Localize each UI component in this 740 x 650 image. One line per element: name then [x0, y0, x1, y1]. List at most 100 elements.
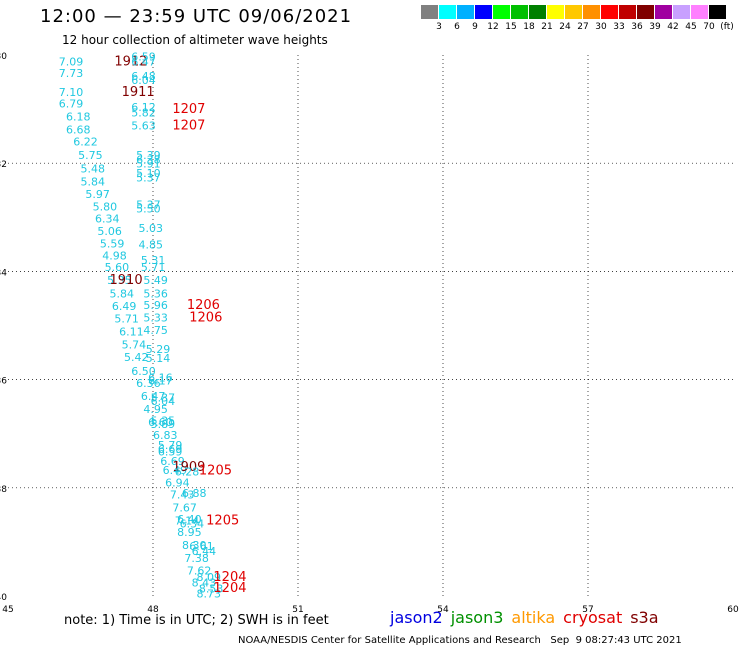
mission-cryosat: cryosat: [563, 608, 623, 627]
scale-label: 42: [667, 22, 679, 32]
wave-height-label: 6.47: [131, 55, 156, 68]
wave-height-label: 5.35: [107, 274, 132, 287]
wave-height-label: 8.30: [182, 539, 207, 552]
time-label: 1909: [172, 460, 205, 475]
scale-swatch: [583, 5, 600, 19]
wave-height-label: 8.43: [192, 576, 217, 589]
wave-height-label: 6.28: [175, 466, 200, 479]
wave-height-label: 6.16: [148, 371, 173, 384]
wave-height-label: 5.91: [136, 158, 161, 171]
wave-height-label: 7.38: [184, 552, 209, 565]
wave-height-label: 5.14: [146, 352, 171, 365]
x-tick-label: 60: [727, 605, 739, 615]
time-label: 1912: [114, 54, 147, 69]
note-text: note: 1) Time is in UTC; 2) SWH is in fe…: [64, 613, 329, 628]
scale-label: 3: [436, 22, 442, 32]
time-label: 1910: [110, 273, 143, 288]
wave-height-label: 8.09: [197, 571, 222, 584]
wave-height-label: 5.37: [136, 198, 161, 211]
time-label: 1207: [172, 102, 205, 117]
x-tick-label: 51: [292, 605, 303, 615]
wave-height-label: 4.95: [143, 403, 168, 416]
wave-height-label: 5.03: [139, 222, 164, 235]
wave-height-label: 5.63: [131, 119, 156, 132]
wave-height-label: 6.61: [189, 540, 214, 553]
scale-swatch: [601, 5, 618, 19]
wave-height-label: 5.29: [146, 343, 171, 356]
wave-height-label: 5.96: [143, 299, 168, 312]
scale-swatch: [637, 5, 654, 19]
wave-height-label: 5.37: [151, 391, 176, 404]
wave-height-label: 6.47: [141, 390, 166, 403]
scale-label: 6: [454, 22, 460, 32]
wave-height-label: 5.37: [136, 171, 161, 184]
wave-height-label: 6.68: [66, 124, 91, 137]
scale-swatch: [511, 5, 528, 19]
wave-height-label: 5.71: [141, 261, 166, 274]
wave-height-label: 5.75: [78, 149, 103, 162]
time-label: 1205: [199, 463, 232, 478]
wave-height-label: 4.98: [102, 250, 127, 263]
wave-height-label: 5.48: [81, 163, 106, 176]
scale-label: 36: [631, 22, 643, 32]
footer-credit: NOAA/NESDIS Center for Satellite Applica…: [238, 635, 682, 646]
wave-height-label: 6.17: [148, 375, 173, 388]
wave-height-label: 5.49: [143, 274, 168, 287]
wave-height-label: 6.40: [177, 513, 202, 526]
scale-swatch: [673, 5, 690, 19]
x-tick-label: 48: [147, 605, 159, 615]
x-tick-label: 57: [582, 605, 593, 615]
wave-height-label: 6.49: [163, 464, 188, 477]
wave-height-label: 6.83: [153, 429, 178, 442]
wave-height-label: 7.14: [175, 514, 200, 527]
wave-height-label: 5.80: [93, 200, 118, 213]
wave-height-label: 6.48: [131, 70, 156, 83]
wave-height-label: 7.43: [170, 488, 195, 501]
scale-swatch: [457, 5, 474, 19]
wave-height-label: 5.10: [136, 167, 161, 180]
scale-swatch: [619, 5, 636, 19]
mission-legend: jason2 jason3 altika cryosat s3a: [390, 608, 667, 627]
time-label: 1206: [189, 310, 222, 325]
y-tick-label: -34: [0, 268, 7, 278]
wave-height-label: 5.71: [114, 312, 139, 325]
scale-label: 21: [541, 22, 553, 32]
wave-height-label: 5.35: [151, 415, 176, 428]
wave-height-label: 5.42: [124, 351, 149, 364]
scale-label: 45: [685, 22, 697, 32]
wave-height-label: 7.10: [59, 86, 84, 99]
wave-height-label: 8.95: [177, 526, 202, 539]
wave-height-label: 6.12: [131, 101, 156, 114]
wave-height-label: 6.59: [158, 446, 183, 459]
wave-height-label: 5.39: [136, 149, 161, 162]
y-tick-label: -38: [0, 485, 7, 495]
scale-swatch: [421, 5, 438, 19]
y-tick-label: -40: [0, 593, 7, 603]
scale-label: 70: [703, 22, 715, 32]
wave-height-label: 7.09: [59, 55, 84, 68]
scale-swatch: [475, 5, 492, 19]
wave-height-label: 6.04: [131, 74, 156, 87]
scale-swatch: [709, 5, 726, 19]
wave-height-label: 4.75: [143, 324, 168, 337]
page-title: 12:00 — 23:59 UTC 09/06/2021: [40, 6, 353, 27]
wave-height-label: 5.36: [143, 288, 168, 301]
scale-label: 9: [472, 22, 478, 32]
scale-label: 39: [649, 22, 661, 32]
wave-height-label: 5.82: [131, 106, 156, 119]
time-label: 1204: [213, 570, 246, 585]
scale-swatch: [529, 5, 546, 19]
scale-label: 33: [613, 22, 625, 32]
wave-height-label: 6.60: [148, 416, 173, 429]
wave-height-label: 4.85: [139, 238, 164, 251]
wave-height-label: 6.34: [95, 212, 120, 225]
wave-height-label: 6.69: [160, 455, 185, 468]
wave-height-label: 5.31: [141, 254, 166, 267]
wave-height-label: 6.44: [192, 545, 217, 558]
wave-height-label: 8.73: [197, 587, 222, 600]
wave-height-label: 6.34: [180, 518, 205, 531]
wave-height-label: 6.04: [151, 395, 176, 408]
wave-height-label: 5.59: [100, 237, 125, 250]
wave-height-label: 5.74: [122, 338, 147, 351]
x-tick-label: 45: [2, 605, 13, 615]
